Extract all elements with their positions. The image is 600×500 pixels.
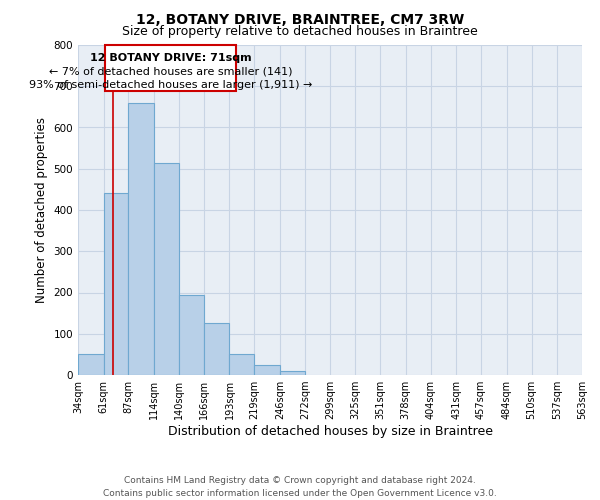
Text: 93% of semi-detached houses are larger (1,911) →: 93% of semi-detached houses are larger (… bbox=[29, 80, 312, 90]
X-axis label: Distribution of detached houses by size in Braintree: Distribution of detached houses by size … bbox=[167, 425, 493, 438]
Text: ← 7% of detached houses are smaller (141): ← 7% of detached houses are smaller (141… bbox=[49, 66, 292, 76]
Bar bbox=[254, 364, 280, 375]
Text: Size of property relative to detached houses in Braintree: Size of property relative to detached ho… bbox=[122, 25, 478, 38]
Bar bbox=[128, 103, 154, 375]
Bar bbox=[104, 45, 236, 91]
Text: 12 BOTANY DRIVE: 71sqm: 12 BOTANY DRIVE: 71sqm bbox=[89, 54, 251, 64]
Bar bbox=[78, 354, 104, 375]
Bar bbox=[204, 324, 229, 375]
Bar bbox=[104, 194, 128, 375]
Text: 12, BOTANY DRIVE, BRAINTREE, CM7 3RW: 12, BOTANY DRIVE, BRAINTREE, CM7 3RW bbox=[136, 12, 464, 26]
Bar bbox=[154, 162, 179, 375]
Y-axis label: Number of detached properties: Number of detached properties bbox=[35, 117, 48, 303]
Bar bbox=[229, 354, 254, 375]
Bar bbox=[179, 294, 204, 375]
Bar bbox=[280, 371, 305, 375]
Text: Contains HM Land Registry data © Crown copyright and database right 2024.
Contai: Contains HM Land Registry data © Crown c… bbox=[103, 476, 497, 498]
